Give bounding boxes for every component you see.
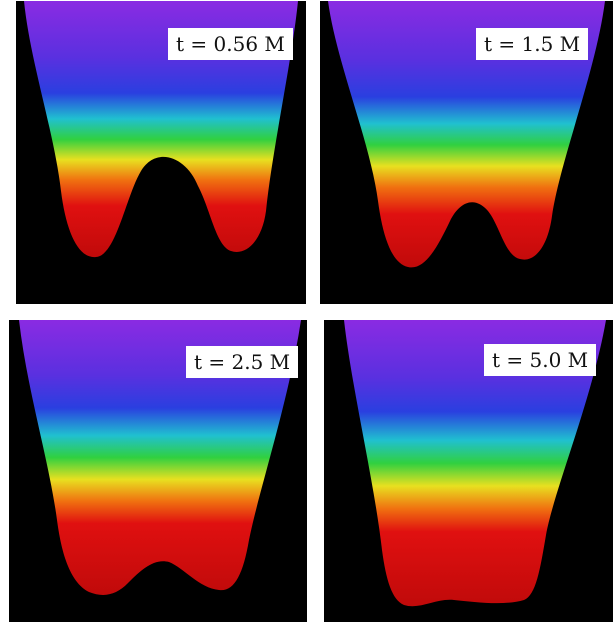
time-label: t = 1.5 M — [476, 28, 588, 60]
panel-t-1-5: t = 1.5 M — [320, 1, 613, 304]
panel-t-0-56: t = 0.56 M — [16, 1, 306, 304]
panel-t-5-0: t = 5.0 M — [324, 320, 613, 622]
time-label: t = 5.0 M — [484, 344, 596, 376]
time-label: t = 2.5 M — [186, 346, 298, 378]
time-label: t = 0.56 M — [168, 28, 293, 60]
panel-t-2-5: t = 2.5 M — [9, 320, 307, 622]
